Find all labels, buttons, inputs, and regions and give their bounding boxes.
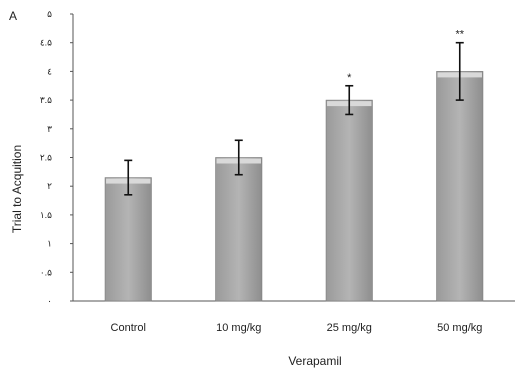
y-tick-label: ٢ xyxy=(47,181,52,191)
y-tick-label: ٣.۵ xyxy=(40,95,52,105)
y-tick-label: ٠ xyxy=(47,296,52,306)
x-category-label: 50 mg/kg xyxy=(437,322,482,334)
bar xyxy=(104,177,152,302)
bar xyxy=(215,157,263,302)
significance-marker: ** xyxy=(455,29,464,41)
y-tick-label: ٣ xyxy=(47,124,52,134)
y-tick-label: ١.۵ xyxy=(40,210,52,220)
y-tick-label: ۵ xyxy=(47,9,52,19)
significance-marker: * xyxy=(347,72,352,84)
x-axis-title: Verapamil xyxy=(288,354,341,368)
bar xyxy=(325,99,373,302)
panel-label: A xyxy=(9,9,17,23)
y-tick-label: ١ xyxy=(47,239,52,249)
bar xyxy=(436,71,484,302)
x-category-label: 25 mg/kg xyxy=(327,322,372,334)
y-tick-label: ٠.۵ xyxy=(40,267,52,277)
x-category-label: 10 mg/kg xyxy=(216,322,261,334)
x-category-label: Control xyxy=(111,322,146,334)
y-tick-label: ٤ xyxy=(47,66,52,76)
y-tick-label: ٤.۵ xyxy=(40,38,52,48)
y-axis-title: Trial to Acquition xyxy=(10,145,24,233)
y-tick-label: ٢.۵ xyxy=(40,153,52,163)
